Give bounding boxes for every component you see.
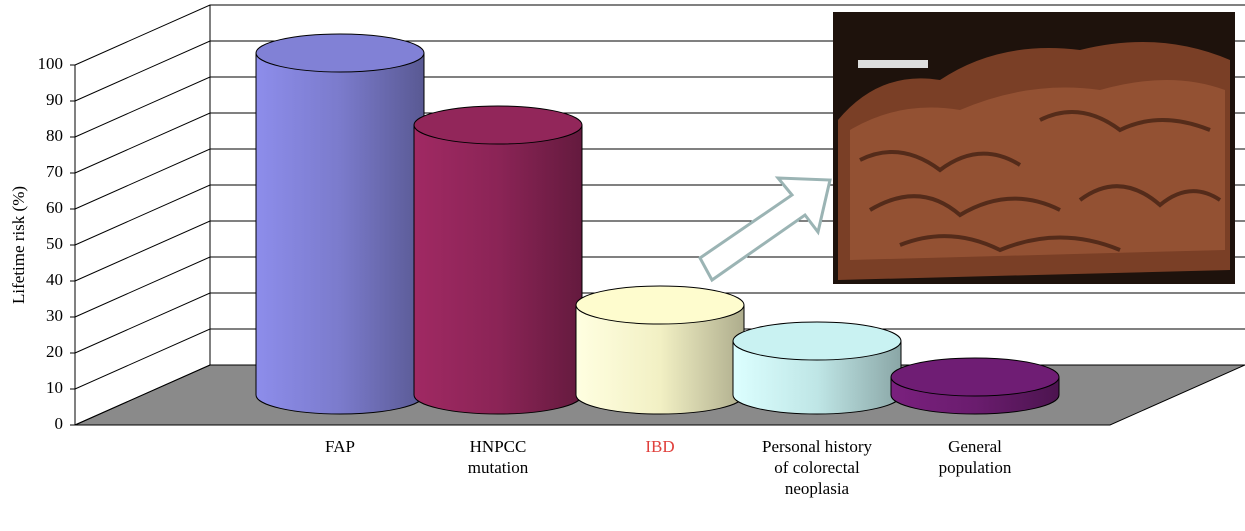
- y-axis-label: Lifetime risk (%): [9, 186, 28, 304]
- x-tick-label: FAP: [284, 436, 396, 457]
- x-tick-label: HNPCC mutation: [442, 436, 554, 478]
- y-tick-label: 10: [46, 378, 63, 397]
- y-tick-label: 70: [46, 162, 63, 181]
- cylinder-body: [256, 53, 424, 414]
- cylinder: [576, 286, 744, 414]
- y-tick-label: 90: [46, 90, 63, 109]
- cylinder: [733, 322, 901, 414]
- cylinder-top: [576, 286, 744, 324]
- y-tick-label: 60: [46, 198, 63, 217]
- cylinder-top: [414, 106, 582, 144]
- y-tick-label: 80: [46, 126, 63, 145]
- y-tick-label: 100: [38, 54, 64, 73]
- cylinder: [414, 106, 582, 414]
- x-tick-label: IBD: [604, 436, 716, 457]
- y-tick-label: 20: [46, 342, 63, 361]
- y-tick-label: 0: [55, 414, 64, 433]
- y-tick-label: 50: [46, 234, 63, 253]
- x-tick-label: Personal history of colorectal neoplasia: [761, 436, 873, 499]
- cylinder-top: [733, 322, 901, 360]
- cylinder-top: [891, 358, 1059, 396]
- y-tick-label: 30: [46, 306, 63, 325]
- x-tick-label: General population: [919, 436, 1031, 478]
- cylinder-top: [256, 34, 424, 72]
- y-tick-label: 40: [46, 270, 63, 289]
- cylinder: [256, 34, 424, 414]
- page: Lifetime risk (%) 0 10 20 30 40 50 60 70 80 90 100…: [0, 0, 1245, 531]
- specimen-photo: [833, 12, 1235, 284]
- cylinder-body: [414, 125, 582, 414]
- arrow: [700, 178, 830, 280]
- cylinder: [891, 358, 1059, 414]
